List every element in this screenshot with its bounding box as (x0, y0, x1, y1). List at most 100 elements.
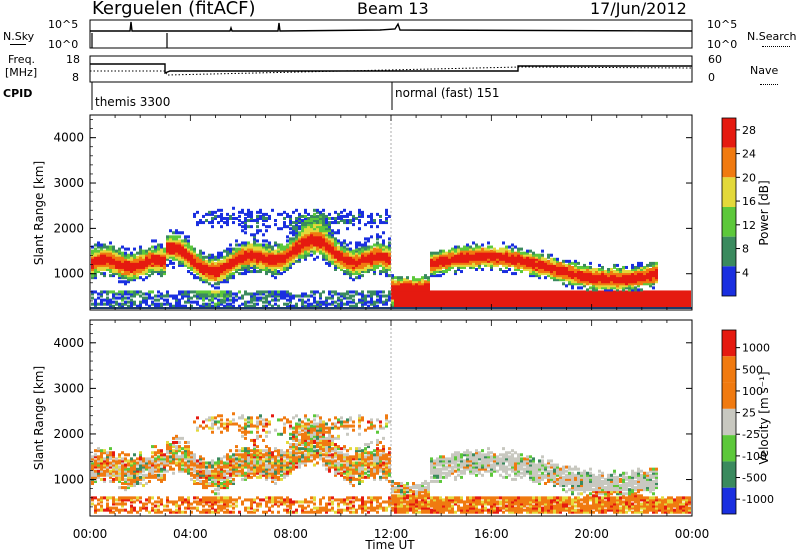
power-cell (292, 227, 295, 231)
power-cell (385, 253, 388, 257)
power-cell (250, 300, 253, 304)
velocity-cell (163, 465, 166, 469)
power-cell (145, 263, 148, 267)
power-cell (358, 247, 361, 251)
power-cell (574, 304, 577, 308)
power-cell (628, 276, 631, 280)
power-cell (655, 261, 658, 265)
power-cell (640, 280, 643, 284)
velocity-cell (232, 498, 235, 502)
power-cell (250, 259, 253, 263)
power-cell (436, 290, 439, 294)
velocity-cell (226, 424, 229, 428)
power-cell (409, 300, 412, 304)
power-cell (388, 290, 391, 294)
power-cell (262, 253, 265, 257)
power-cell (334, 245, 337, 249)
power-cell (190, 251, 193, 255)
power-cell (487, 255, 490, 259)
velocity-cell (97, 463, 100, 467)
velocity-cell (97, 471, 100, 475)
power-cell (106, 257, 109, 261)
power-cell (481, 268, 484, 271)
velocity-cell (232, 418, 235, 422)
power-cell (178, 261, 181, 265)
velocity-cell (211, 484, 214, 488)
power-cell (433, 265, 436, 269)
power-cell (415, 290, 418, 294)
power-cell (193, 249, 196, 253)
power-cell (556, 296, 559, 300)
power-cell (133, 290, 136, 294)
power-cell (436, 253, 439, 257)
power-cell (598, 284, 601, 288)
power-cell (172, 231, 175, 235)
power-cell (373, 219, 376, 223)
power-cell (433, 261, 436, 265)
power-cell (301, 292, 304, 296)
power-cell (343, 247, 346, 251)
power-cell (442, 251, 445, 255)
power-cell (310, 249, 313, 253)
power-cell (469, 261, 472, 265)
power-cell (445, 296, 448, 300)
velocity-cell (139, 465, 142, 469)
power-cell (139, 253, 142, 257)
power-cell (427, 282, 430, 286)
velocity-cell (181, 467, 184, 471)
power-cell (508, 245, 511, 249)
power-cell (403, 290, 406, 294)
power-cell (295, 255, 298, 259)
power-cell (439, 270, 442, 274)
power-cell (466, 243, 469, 247)
power-cell (286, 290, 289, 294)
power-cell (253, 241, 256, 245)
velocity-cell (100, 453, 103, 457)
velocity-cell (220, 457, 223, 461)
power-cell (232, 253, 235, 257)
velocity-cell (133, 500, 136, 504)
power-cell (178, 241, 181, 245)
power-cell (325, 298, 328, 302)
power-cell (340, 304, 343, 308)
power-cell (586, 298, 589, 302)
power-cell (262, 216, 265, 220)
power-cell (589, 270, 592, 274)
power-cell (481, 298, 484, 302)
power-cell (124, 251, 127, 255)
power-cell (463, 251, 466, 255)
power-cell (256, 257, 259, 261)
power-cell (232, 268, 235, 271)
power-cell (433, 300, 436, 304)
power-cell (232, 263, 235, 267)
power-cell (580, 292, 583, 296)
power-cell (301, 229, 304, 233)
power-cell (538, 302, 541, 306)
power-cell (493, 304, 496, 308)
power-cell (301, 223, 304, 227)
velocity-cell (124, 469, 127, 473)
power-cell (289, 298, 292, 302)
power-cell (652, 272, 655, 276)
power-cell (322, 223, 325, 227)
power-cell (292, 229, 295, 233)
power-cell (442, 292, 445, 296)
power-cell (493, 300, 496, 304)
power-cell (118, 276, 121, 280)
power-cell (682, 290, 685, 294)
power-cell (313, 239, 316, 243)
power-cell (532, 257, 535, 261)
power-cell (202, 292, 205, 296)
power-cell (124, 268, 127, 271)
power-cell (478, 304, 481, 308)
power-cell (187, 247, 190, 251)
velocity-cell (94, 463, 97, 467)
power-cell (256, 225, 259, 229)
power-cell (205, 261, 208, 265)
power-cell (520, 251, 523, 255)
power-cell (217, 208, 220, 212)
power-cell (637, 274, 640, 278)
power-cell (664, 300, 667, 304)
power-cell (625, 296, 628, 300)
power-cell (358, 270, 361, 274)
